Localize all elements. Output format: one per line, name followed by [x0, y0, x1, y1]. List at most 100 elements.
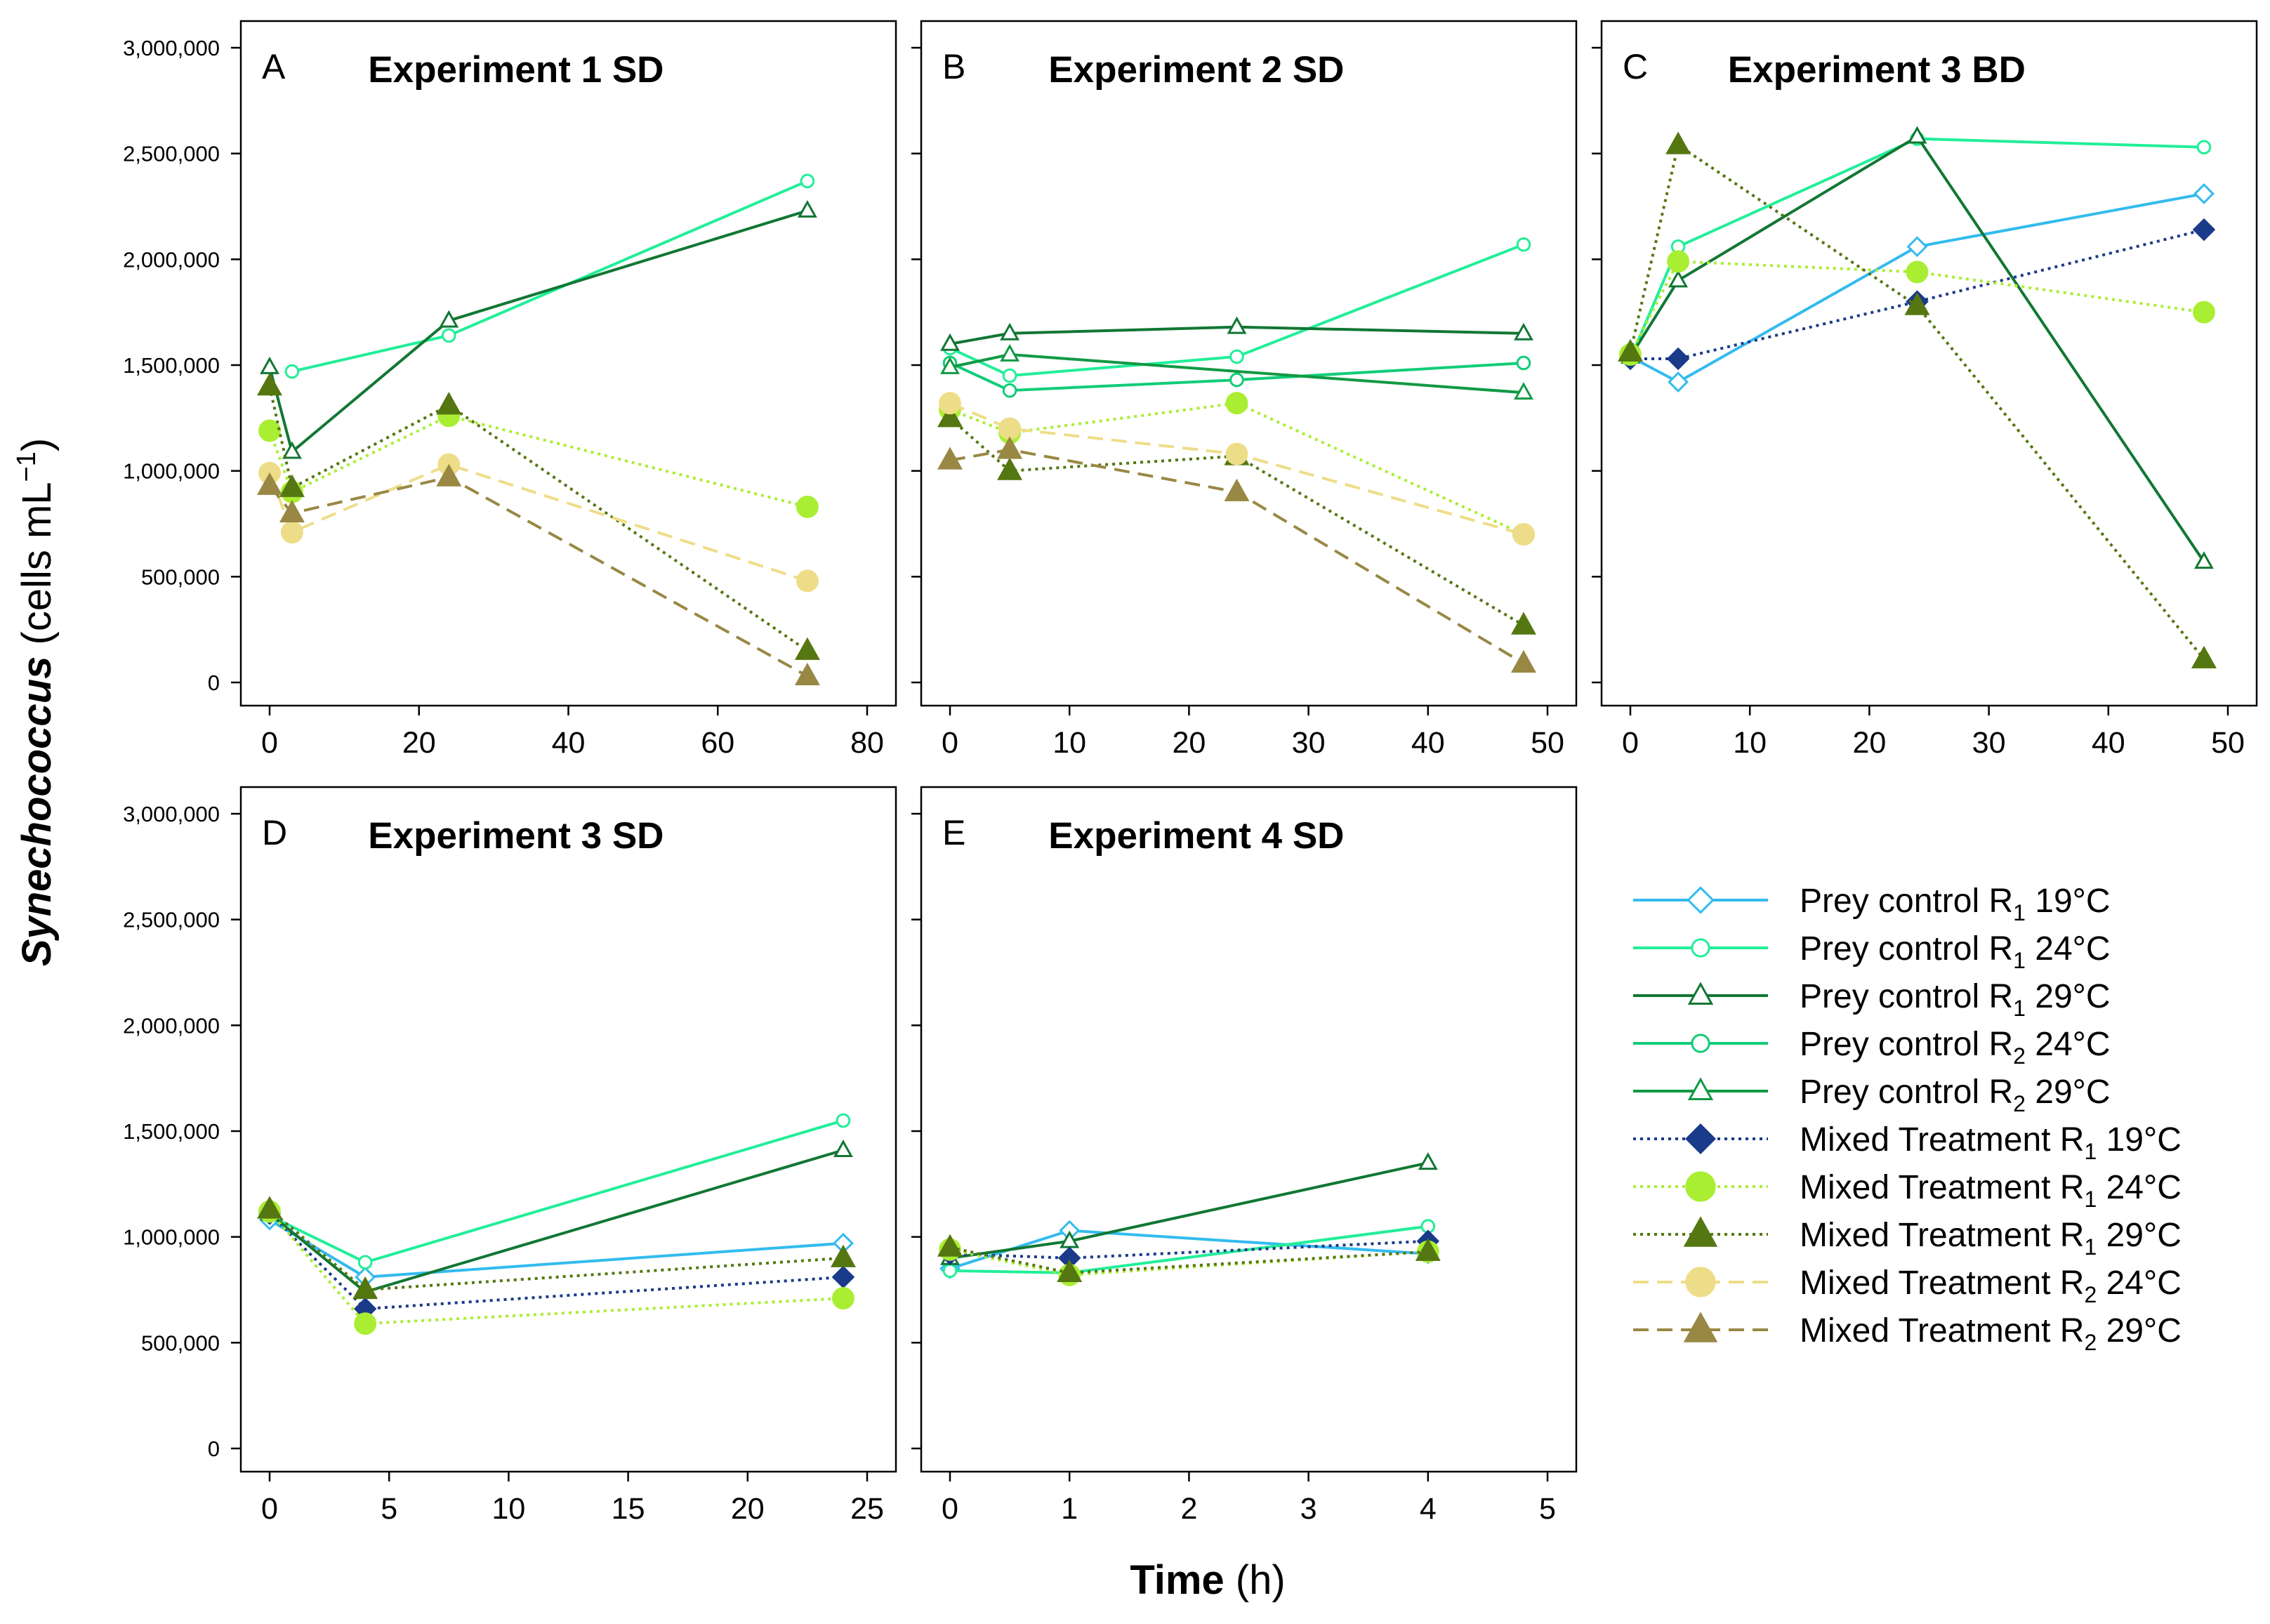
legend-label-sub: 2 [2084, 1282, 2097, 1307]
legend-label-main: Mixed Treatment R [1800, 1121, 2084, 1158]
series-pc1-29 [260, 199, 817, 459]
series-line [949, 402, 1524, 536]
panel-letter: A [262, 47, 286, 86]
data-point [940, 333, 960, 351]
series-mt1-29 [257, 372, 820, 660]
series-pc1-29 [940, 1152, 1438, 1265]
series-mt1-29 [937, 1234, 1441, 1282]
legend-label-tail: 19°C [2026, 883, 2111, 920]
data-point [937, 404, 963, 428]
series-mt1-24 [258, 404, 819, 518]
panel-b: 0 10 20 30 40 50 B Experiment 2 SD [911, 20, 1578, 760]
series-mt2-24 [939, 392, 1535, 546]
data-point [2193, 183, 2215, 204]
data-point [1510, 612, 1536, 635]
data-point [1415, 1238, 1441, 1261]
data-point [997, 436, 1023, 459]
legend-marker [1685, 1171, 1716, 1202]
data-point [1224, 478, 1250, 501]
legend-marker [1685, 1123, 1716, 1154]
data-point [352, 1276, 378, 1300]
x-tick-label: 20 [402, 726, 436, 760]
legend-marker [1685, 1267, 1716, 1298]
panel-title: Experiment 4 SD [1048, 815, 1344, 857]
legend-item-mt1-29: Mixed Treatment R1 29°C [1633, 1216, 2182, 1260]
data-point [257, 372, 282, 396]
x-tick-label: 2 [1180, 1492, 1197, 1526]
panel-title: Experiment 2 SD [1048, 49, 1344, 91]
data-point [830, 1244, 856, 1267]
legend-label-main: Mixed Treatment R [1800, 1169, 2084, 1206]
y-tick-label: 2,500,000 [123, 142, 220, 166]
legend-label: Mixed Treatment R2 29°C [1800, 1312, 2182, 1355]
data-point [1000, 343, 1020, 362]
series-line [268, 463, 808, 583]
data-point [280, 521, 303, 544]
panel-frame [239, 20, 897, 707]
series-line [268, 385, 809, 652]
legend-label-sub: 1 [2013, 996, 2026, 1021]
data-point [1516, 237, 1531, 252]
data-point [279, 499, 305, 523]
data-point [436, 463, 462, 487]
panel-frame [920, 786, 1578, 1473]
y-axis-title: Synechococcus (cells mL−1) [12, 438, 60, 966]
x-axis-title-units: (h) [1225, 1557, 1286, 1603]
series-mt2-29 [257, 463, 820, 686]
data-point [942, 1263, 958, 1279]
legend-label-main: Prey control R [1800, 883, 2013, 920]
legend-label-sub: 1 [2084, 1139, 2097, 1164]
x-tick-label: 0 [942, 1492, 958, 1526]
legend-label: Mixed Treatment R1 19°C [1800, 1121, 2182, 1164]
series-pc1-19 [1620, 183, 2215, 393]
data-point [796, 495, 819, 518]
x-tick-label: 0 [261, 1492, 278, 1526]
data-point [1667, 250, 1690, 273]
y-axis-title-units: (cells mL [14, 482, 60, 656]
data-point [1418, 1152, 1438, 1170]
data-point [1002, 368, 1017, 383]
data-point [1668, 371, 1689, 393]
data-point [937, 447, 963, 470]
legend-marker [1683, 1312, 1718, 1342]
series-line [949, 402, 1524, 536]
data-point [997, 457, 1023, 480]
y-tick-label: 0 [208, 1437, 220, 1461]
data-point [357, 1255, 373, 1270]
series-line [949, 361, 1524, 392]
y-tick-label: 500,000 [141, 1331, 220, 1355]
legend-label-sub: 1 [2084, 1187, 2097, 1212]
x-tick-label: 10 [491, 1492, 525, 1526]
series-line [291, 180, 808, 373]
x-tick-label: 10 [1052, 726, 1086, 760]
data-point [833, 1140, 853, 1158]
y-tick-label: 500,000 [141, 565, 220, 589]
legend-item-pc2-24: Prey control R2 24°C [1633, 1026, 2111, 1069]
series-mt2-29 [937, 436, 1536, 673]
x-tick-label: 10 [1733, 726, 1767, 760]
y-axis-title-close: ) [14, 438, 60, 451]
data-point [1225, 442, 1248, 466]
legend-marker [1687, 1077, 1714, 1101]
series-mt1-29 [937, 404, 1536, 635]
x-tick-label: 5 [1539, 1492, 1556, 1526]
x-tick-label: 60 [701, 726, 734, 760]
data-point [800, 173, 815, 189]
panel-a: 0 500,000 1,000,000 1,500,000 2,000,000 2,500… [123, 20, 897, 760]
legend-label-sub: 2 [2084, 1330, 2097, 1355]
series-mt1-29 [1618, 131, 2217, 668]
panel-letter: B [942, 47, 965, 86]
series-line [1630, 228, 2205, 360]
x-tick-label: 0 [261, 726, 278, 760]
data-point [436, 392, 462, 415]
legend-label-sub: 1 [2013, 900, 2026, 925]
legend-label-sub: 2 [2013, 1091, 2026, 1116]
legend-item-pc1-29: Prey control R1 29°C [1633, 978, 2111, 1021]
y-tick-label: 2,000,000 [123, 1013, 220, 1038]
legend-item-pc1-24: Prey control R1 24°C [1633, 930, 2111, 973]
data-point [1229, 372, 1244, 388]
legend-item-mt1-24: Mixed Treatment R1 24°C [1633, 1169, 2182, 1212]
legend-label-tail: 29°C [2026, 1074, 2111, 1111]
